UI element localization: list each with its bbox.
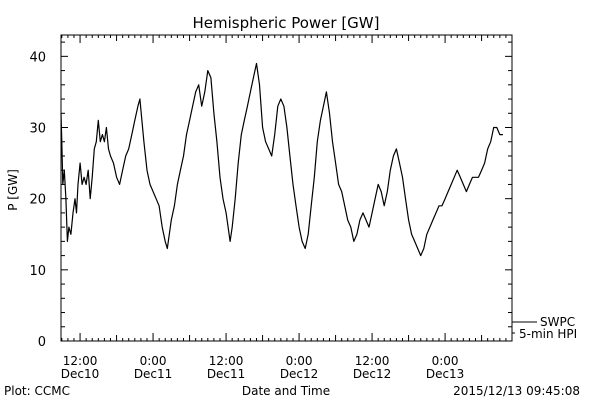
x-tick-label-date: Dec12 — [280, 367, 319, 381]
x-tick-label-time: 12:00 — [63, 354, 98, 368]
series-layer — [60, 62, 503, 257]
y-axis: 0 10 20 30 40 — [29, 41, 512, 350]
x-tick-label-time: 0:00 — [140, 354, 167, 368]
y-axis-label: P [GW] — [6, 169, 20, 211]
x-axis-label: Date and Time — [242, 384, 330, 398]
x-tick-label-date: Dec11 — [134, 367, 173, 381]
x-tick-label-date: Dec11 — [207, 367, 246, 381]
x-tick-label-time: 0:00 — [286, 354, 313, 368]
legend: SWPC 5-min HPI — [512, 315, 577, 341]
series-line-swpc — [60, 62, 503, 257]
chart-title: Hemispheric Power [GW] — [193, 14, 380, 32]
x-tick-label-time: 0:00 — [432, 354, 459, 368]
y-tick-label: 10 — [29, 264, 46, 279]
legend-label-hpi: 5-min HPI — [519, 327, 577, 341]
plot-timestamp: 2015/12/13 09:45:08 — [453, 384, 580, 398]
y-tick-label: 40 — [29, 50, 46, 65]
x-tick-label-date: Dec10 — [61, 367, 100, 381]
x-tick-label-time: 12:00 — [355, 354, 390, 368]
plot-credit: Plot: CCMC — [4, 384, 70, 398]
x-tick-label-time: 12:00 — [209, 354, 244, 368]
x-axis: 12:00Dec100:00Dec1112:00Dec110:00Dec1212… — [61, 35, 513, 381]
x-tick-label-date: Dec13 — [426, 367, 465, 381]
y-tick-label: 30 — [29, 122, 46, 137]
legend-label-swpc: SWPC — [540, 315, 575, 329]
y-tick-label: 20 — [29, 193, 46, 208]
y-tick-label: 0 — [38, 335, 46, 350]
x-tick-label-date: Dec12 — [353, 367, 392, 381]
